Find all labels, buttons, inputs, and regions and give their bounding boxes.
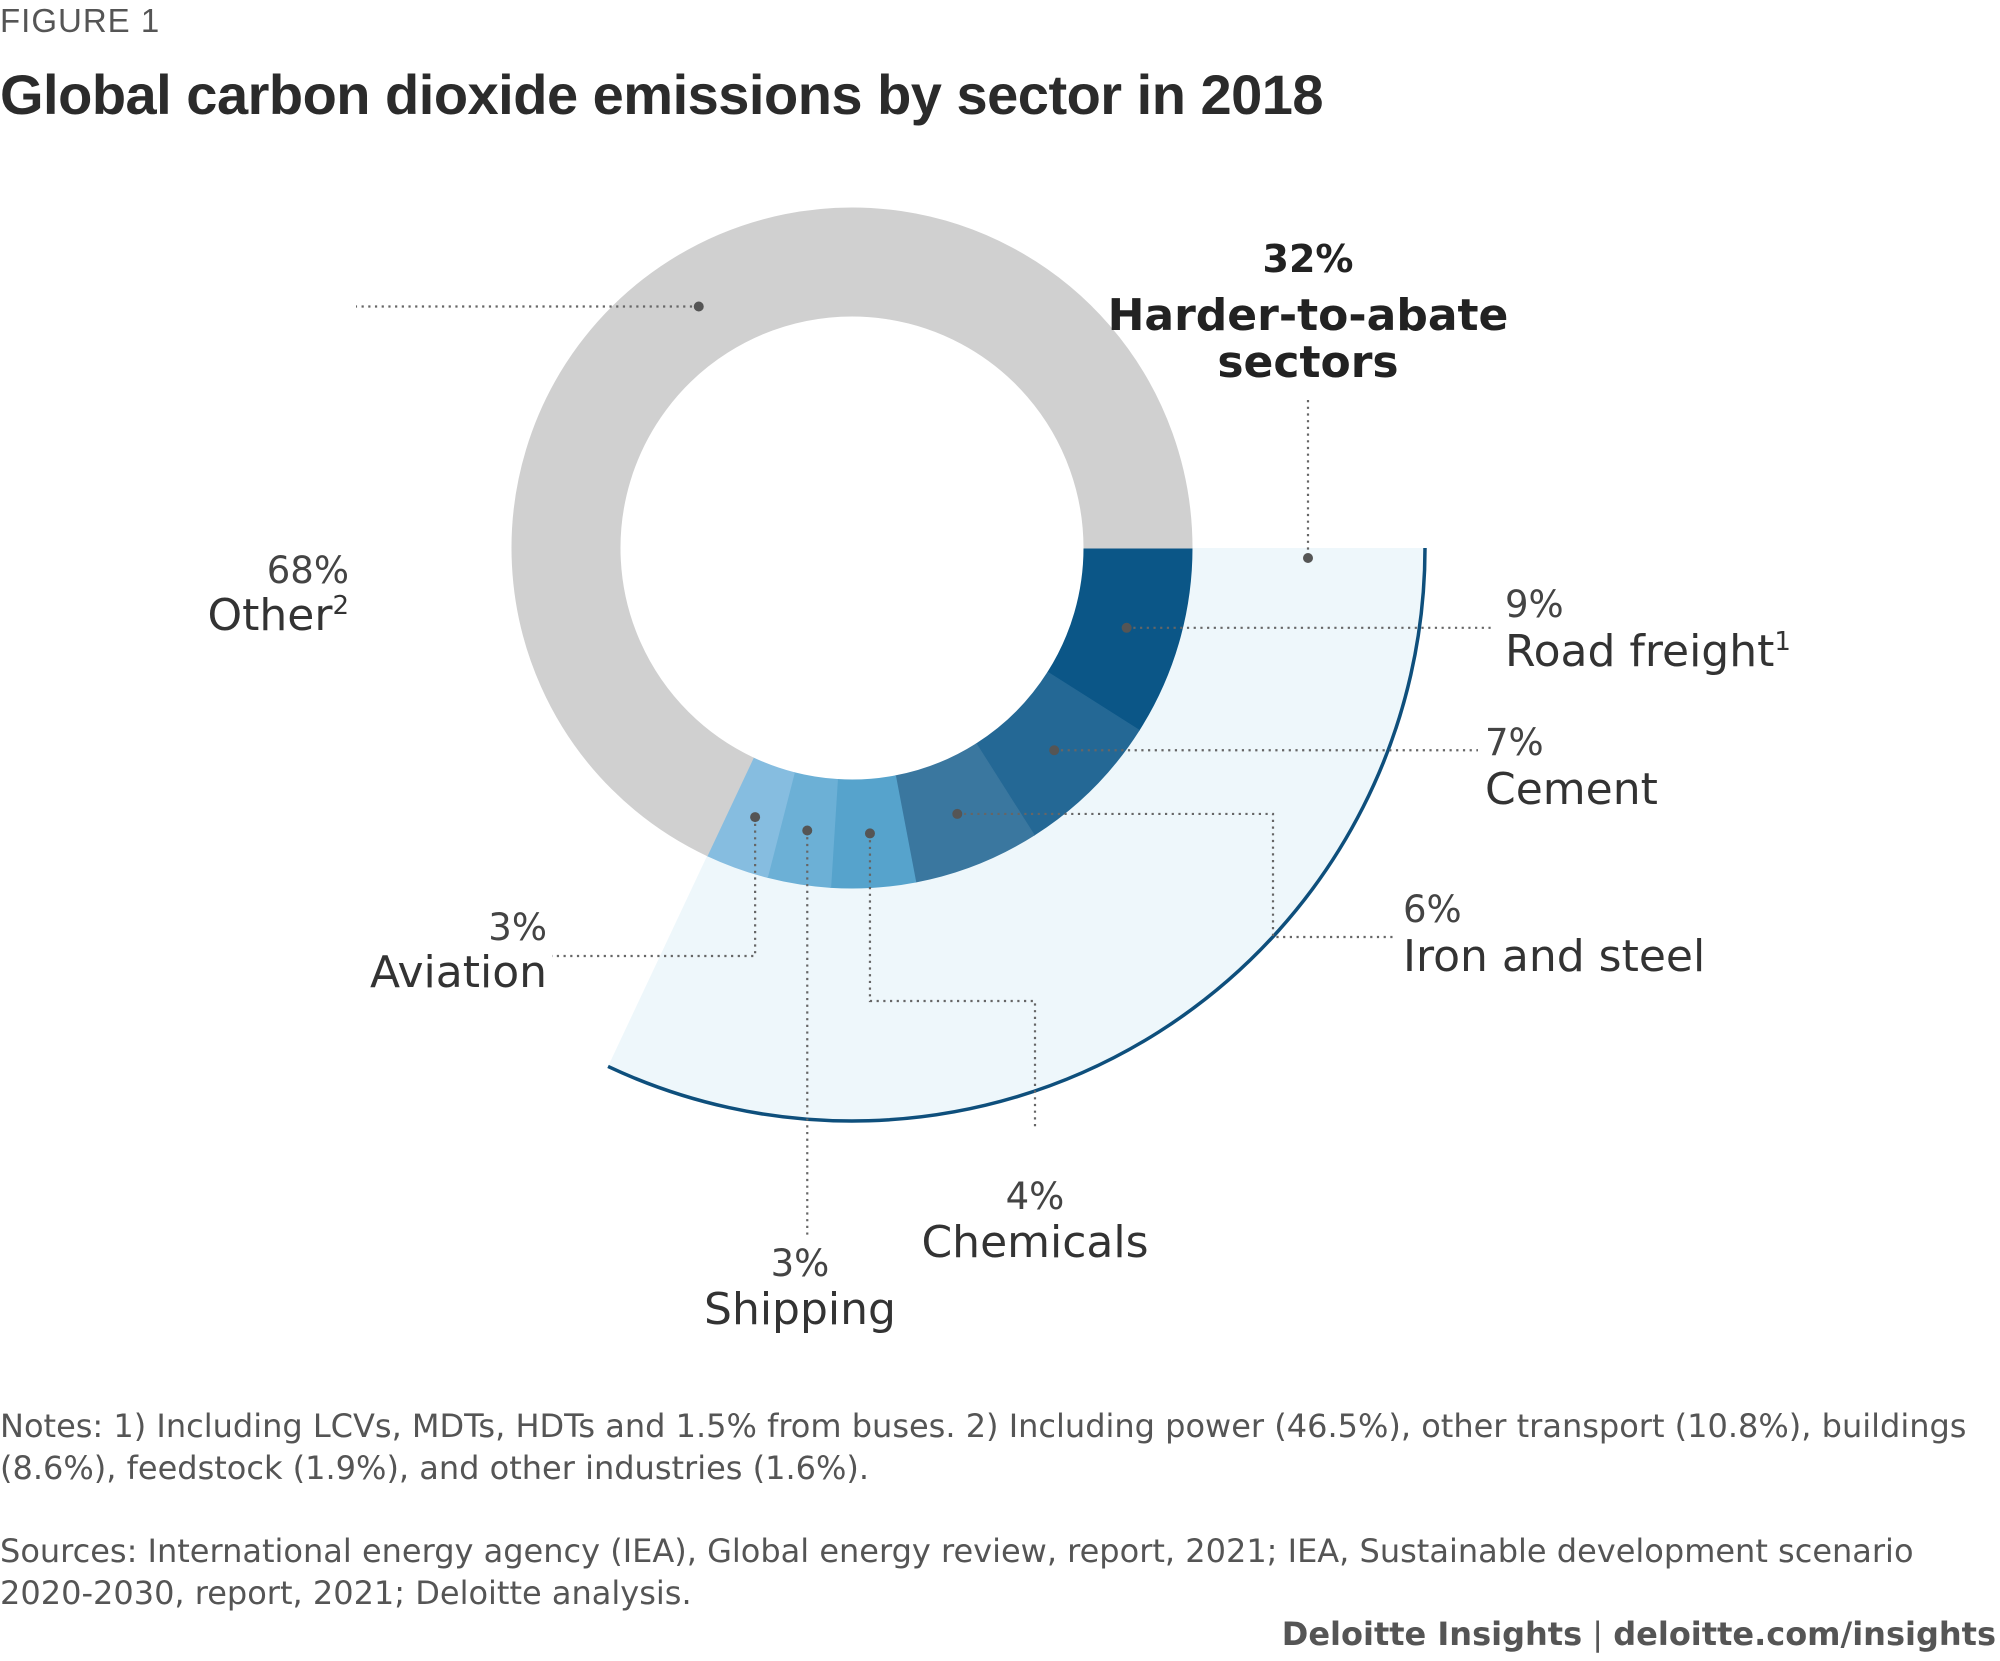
leader-line-chemicals: [868, 833, 1037, 1130]
donut-chart: 9%Road freight1 7%Cement 6%Iron and steel 4…: [208, 207, 1791, 1335]
footer-url[interactable]: deloitte.com/insights: [1613, 1615, 1996, 1653]
dot-group: [1303, 553, 1313, 563]
chart-title: Global carbon dioxide emissions by secto…: [0, 63, 1324, 126]
figure-label: FIGURE 1: [0, 2, 161, 39]
chart-sources: Sources: International energy agency (IE…: [0, 1532, 1914, 1612]
value-label-iron_steel: 6%: [1403, 888, 1462, 931]
dot-cement: [1049, 745, 1060, 756]
footer-separator: |: [1592, 1615, 1604, 1653]
harder-to-abate-outline: [607, 547, 1427, 1123]
dot-aviation: [750, 812, 761, 823]
slice-other: [511, 207, 1193, 857]
category-label-chemicals: Chemicals: [921, 1217, 1148, 1268]
category-label-other: Other2: [208, 590, 349, 641]
category-label-iron_steel: Iron and steel: [1403, 931, 1705, 982]
category-label-road_freight: Road freight1: [1505, 626, 1791, 677]
leader-line-iron_steel: [957, 812, 1394, 939]
value-label-chemicals: 4%: [1006, 1175, 1065, 1218]
group-label-line: Harder-to-abate: [1108, 290, 1509, 341]
dot-iron_steel: [952, 808, 963, 819]
value-label-other: 68%: [267, 549, 349, 592]
footer-brand: Deloitte Insights: [1281, 1615, 1583, 1653]
value-label-road_freight: 9%: [1505, 583, 1564, 626]
footer: Deloitte Insights | deloitte.com/insight…: [1282, 1615, 1996, 1653]
value-label-shipping: 3%: [771, 1242, 830, 1285]
group-label-line: sectors: [1217, 337, 1398, 388]
dot-chemicals: [864, 828, 875, 839]
dot-road_freight: [1121, 622, 1132, 633]
chart-notes: Notes: 1) Including LCVs, MDTs, HDTs and…: [0, 1407, 1967, 1487]
value-label-cement: 7%: [1485, 721, 1544, 764]
category-label-aviation: Aviation: [370, 947, 547, 998]
category-label-shipping: Shipping: [704, 1284, 896, 1335]
value-label-aviation: 3%: [488, 906, 547, 949]
category-label-cement: Cement: [1485, 764, 1658, 815]
dot-other: [693, 301, 704, 312]
dot-shipping: [802, 825, 813, 836]
group-value-label: 32%: [1263, 237, 1354, 281]
